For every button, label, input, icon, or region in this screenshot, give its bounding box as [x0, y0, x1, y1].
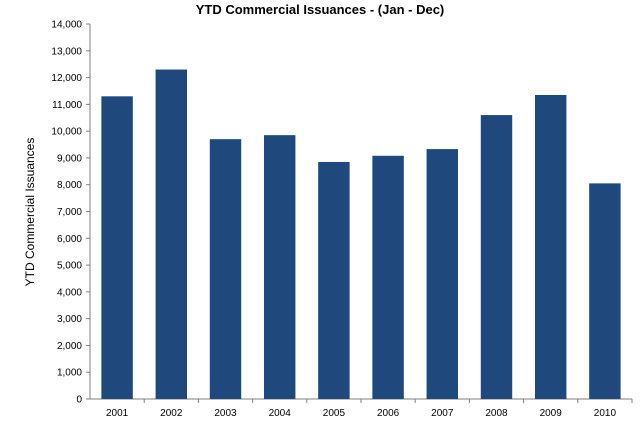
x-tick-label: 2004 — [269, 408, 292, 419]
y-tick-label: 6,000 — [57, 234, 82, 245]
bar — [426, 149, 459, 399]
y-tick-label: 4,000 — [57, 287, 82, 298]
bar — [372, 155, 404, 399]
chart-title: YTD Commercial Issuances - (Jan - Dec) — [195, 2, 445, 17]
y-tick-label: 5,000 — [57, 261, 82, 272]
y-tick-label: 10,000 — [51, 127, 82, 138]
bar — [155, 69, 188, 400]
x-tick-label: 2008 — [485, 408, 508, 419]
x-tick-label: 2007 — [431, 408, 454, 419]
x-tick-label: 2010 — [594, 408, 617, 419]
bar — [480, 115, 513, 400]
x-tick-label: 2002 — [160, 408, 183, 419]
y-tick-label: 12,000 — [51, 73, 82, 84]
y-tick-label: 2,000 — [57, 341, 82, 352]
bar — [589, 183, 621, 399]
y-tick-label: 0 — [76, 395, 82, 406]
bar — [318, 161, 350, 399]
bar — [101, 96, 133, 400]
y-tick-label: 9,000 — [57, 153, 82, 164]
x-tick-label: 2003 — [214, 408, 237, 419]
y-tick-label: 14,000 — [51, 20, 82, 31]
bar — [263, 135, 296, 400]
y-tick-label: 8,000 — [57, 180, 82, 191]
x-tick-label: 2005 — [323, 408, 346, 419]
x-tick-label: 2001 — [106, 408, 129, 419]
x-tick-label: 2006 — [377, 408, 400, 419]
y-tick-label: 3,000 — [57, 314, 82, 325]
y-tick-label: 1,000 — [57, 368, 82, 379]
x-tick-label: 2009 — [540, 408, 563, 419]
y-tick-label: 7,000 — [57, 207, 82, 218]
bar — [534, 94, 567, 399]
bar — [209, 139, 242, 399]
y-tick-label: 11,000 — [52, 100, 82, 111]
y-tick-label: 13,000 — [51, 46, 82, 57]
